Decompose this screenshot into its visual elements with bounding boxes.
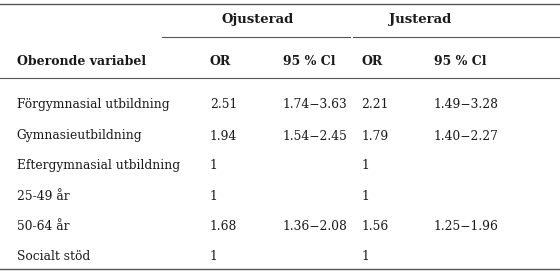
Text: Oberonde variabel: Oberonde variabel — [17, 55, 146, 68]
Text: 1.56: 1.56 — [361, 220, 389, 233]
Text: 1: 1 — [210, 250, 218, 263]
Text: Gymnasieutbildning: Gymnasieutbildning — [17, 129, 142, 143]
Text: 1: 1 — [361, 159, 369, 172]
Text: 95 % Cl: 95 % Cl — [283, 55, 335, 68]
Text: 1.68: 1.68 — [210, 220, 237, 233]
Text: 2.21: 2.21 — [361, 98, 389, 111]
Text: Justerad: Justerad — [389, 13, 451, 26]
Text: 25-49 år: 25-49 år — [17, 190, 69, 203]
Text: 1.79: 1.79 — [361, 129, 389, 143]
Text: 1: 1 — [361, 250, 369, 263]
Text: Socialt stöd: Socialt stöd — [17, 250, 90, 263]
Text: 1.25−1.96: 1.25−1.96 — [434, 220, 499, 233]
Text: 50-64 år: 50-64 år — [17, 220, 69, 233]
Text: OR: OR — [210, 55, 231, 68]
Text: 1.49−3.28: 1.49−3.28 — [434, 98, 499, 111]
Text: 1.40−2.27: 1.40−2.27 — [434, 129, 499, 143]
Text: 1.74−3.63: 1.74−3.63 — [283, 98, 348, 111]
Text: 95 % Cl: 95 % Cl — [434, 55, 487, 68]
Text: 1.54−2.45: 1.54−2.45 — [283, 129, 348, 143]
Text: Eftergymnasial utbildning: Eftergymnasial utbildning — [17, 159, 180, 172]
Text: 1: 1 — [210, 190, 218, 203]
Text: 1: 1 — [210, 159, 218, 172]
Text: OR: OR — [361, 55, 382, 68]
Text: 1.94: 1.94 — [210, 129, 237, 143]
Text: 1: 1 — [361, 190, 369, 203]
Text: Förgymnasial utbildning: Förgymnasial utbildning — [17, 98, 170, 111]
Text: 2.51: 2.51 — [210, 98, 237, 111]
Text: Ojusterad: Ojusterad — [221, 13, 294, 26]
Text: 1.36−2.08: 1.36−2.08 — [283, 220, 348, 233]
